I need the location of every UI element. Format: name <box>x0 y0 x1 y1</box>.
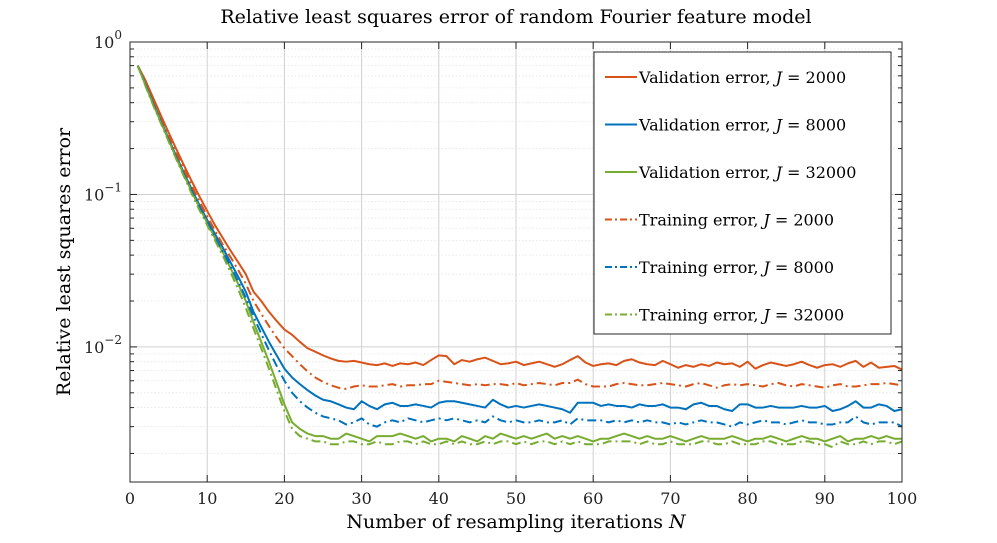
x-tick-label: 30 <box>351 489 371 508</box>
x-axis-label-symbol: N <box>668 511 687 533</box>
x-axis-label: Number of resampling iterations N <box>346 511 687 533</box>
x-tick-label: 20 <box>274 489 294 508</box>
legend-label-symbol: J <box>773 163 784 182</box>
legend-label-text: Training error, <box>639 211 758 230</box>
x-tick-label: 60 <box>583 489 603 508</box>
x-tick-label: 10 <box>197 489 217 508</box>
series-line-1 <box>136 65 903 371</box>
x-tick-label: 80 <box>737 489 757 508</box>
legend-label-value: = 8000 <box>775 258 834 277</box>
y-tick-label-base: 10 <box>84 185 104 204</box>
y-tick-label: 100 <box>94 28 122 52</box>
legend-label-5: Training error, J = 8000 <box>639 258 834 277</box>
legend-label-value: = 2000 <box>775 211 834 230</box>
legend-label-text: Validation error, <box>638 163 771 182</box>
y-tick-label: 10−1 <box>84 180 122 204</box>
legend-label-text: Validation error, <box>638 68 771 87</box>
legend-label-value: = 32000 <box>787 163 856 182</box>
series-line-6 <box>136 65 903 449</box>
legend-label-2: Validation error, J = 8000 <box>638 116 846 135</box>
legend-label-6: Training error, J = 32000 <box>639 306 844 325</box>
legend-label-4: Training error, J = 2000 <box>639 211 834 230</box>
x-tick-label: 50 <box>506 489 526 508</box>
legend-label-symbol: J <box>773 116 784 135</box>
y-axis-label: Relative least squares error <box>53 127 75 396</box>
x-tick-label: 40 <box>429 489 449 508</box>
series-line-3 <box>136 65 902 443</box>
y-tick-label-exponent: 0 <box>114 28 122 42</box>
chart-title: Relative least squares error of random F… <box>220 6 811 28</box>
legend-label-symbol: J <box>760 306 771 325</box>
y-tick-label-exponent: −1 <box>104 180 122 194</box>
legend-label-text: Validation error, <box>638 116 771 135</box>
legend-box <box>593 51 892 335</box>
x-tick-label: 100 <box>887 489 918 508</box>
y-tick-label-base: 10 <box>84 338 104 357</box>
y-tick-label-exponent: −2 <box>104 333 122 347</box>
x-tick-label: 0 <box>125 489 135 508</box>
x-axis-label-text: Number of resampling iterations <box>346 511 663 533</box>
y-tick-label-base: 10 <box>94 33 114 52</box>
series-line-4 <box>136 65 903 390</box>
legend-label-text: Training error, <box>639 306 758 325</box>
y-tick-label: 10−2 <box>84 333 122 357</box>
legend-label-value: = 8000 <box>787 116 846 135</box>
x-tick-label: 70 <box>660 489 680 508</box>
legend-label-symbol: J <box>760 258 771 277</box>
legend-label-value: = 32000 <box>775 306 844 325</box>
legend-label-value: = 2000 <box>787 68 846 87</box>
legend-label-text: Training error, <box>639 258 758 277</box>
legend-label-symbol: J <box>760 211 771 230</box>
series-line-5 <box>136 65 903 428</box>
x-tick-label: 90 <box>815 489 835 508</box>
legend-label-1: Validation error, J = 2000 <box>638 68 846 87</box>
legend-label-3: Validation error, J = 32000 <box>638 163 856 182</box>
legend-label-symbol: J <box>773 68 784 87</box>
series-lines <box>136 65 903 449</box>
series-line-2 <box>136 65 903 414</box>
